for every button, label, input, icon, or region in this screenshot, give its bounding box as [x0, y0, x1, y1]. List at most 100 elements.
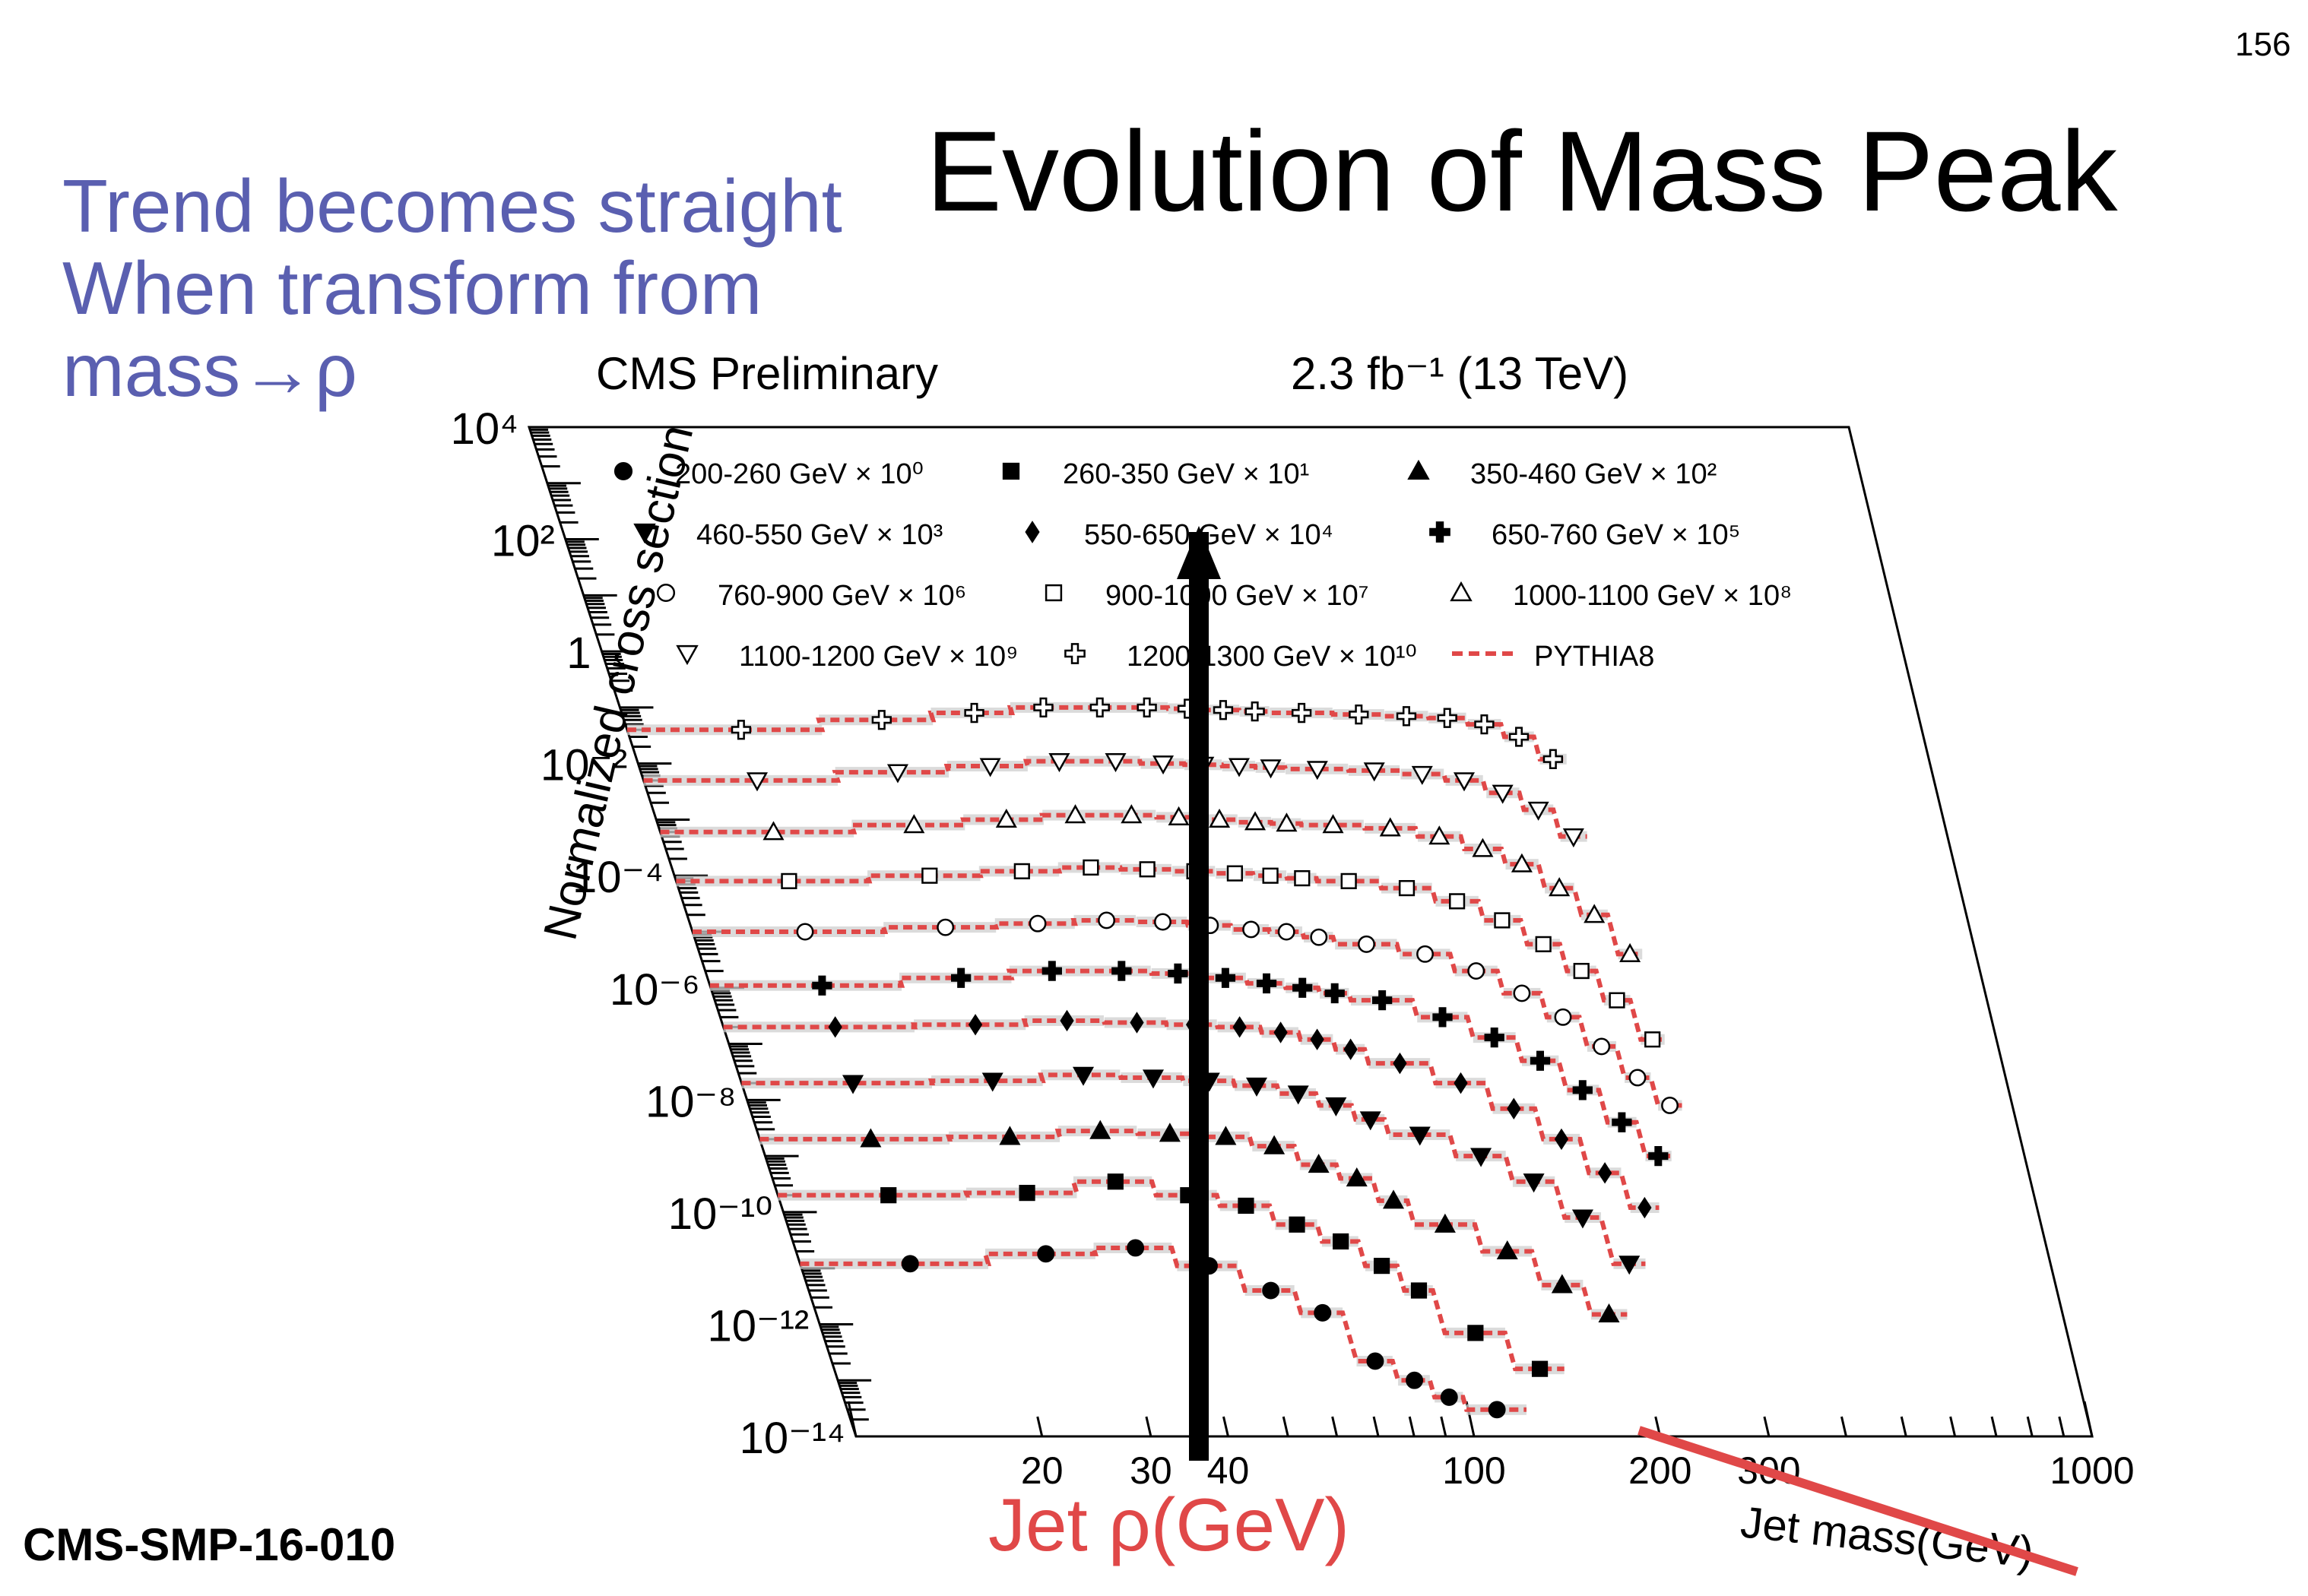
marker-triangle-up-open — [1428, 825, 1450, 845]
marker-triangle-up-open — [1244, 811, 1267, 831]
marker-circle-open — [1029, 914, 1047, 933]
marker-square-open — [1226, 865, 1243, 882]
marker-circle-open — [1098, 911, 1116, 929]
marker-circle-open — [1661, 1097, 1679, 1114]
marker-cross-open — [871, 710, 892, 730]
marker-square-open — [1294, 869, 1311, 887]
marker-cross-filled — [1168, 963, 1188, 984]
marker-triangle-up-filled — [999, 1126, 1021, 1145]
marker-cross-filled — [1041, 961, 1062, 981]
marker-triangle-down-filled — [1523, 1173, 1545, 1193]
marker-triangle-up-open — [995, 808, 1017, 828]
legend-label: PYTHIA8 — [1534, 641, 1654, 673]
marker-triangle-down-open — [1453, 772, 1476, 792]
marker-triangle-down-open — [979, 758, 1001, 777]
series-2 — [778, 1173, 1565, 1377]
x-major-tick — [2083, 1401, 2094, 1437]
marker-triangle-down-open — [1562, 828, 1584, 848]
marker-diamond-filled — [968, 1014, 983, 1036]
marker-square-open — [1262, 867, 1279, 884]
strike-through-line — [1637, 1426, 2078, 1576]
marker-circle-filled — [1488, 1401, 1506, 1419]
x-minor-tick — [2026, 1416, 2034, 1437]
marker-cross-filled — [1429, 521, 1450, 543]
x-minor-tick — [1372, 1416, 1380, 1437]
rho-axis-arrow-head — [1177, 526, 1221, 579]
uncertainty-band — [660, 826, 854, 838]
uncertainty-band — [693, 926, 886, 937]
marker-circle-filled — [1366, 1352, 1384, 1370]
x-minor-tick — [1440, 1416, 1447, 1437]
marker-cross-open — [1033, 697, 1054, 718]
marker-diamond-filled — [1060, 1009, 1074, 1032]
marker-triangle-down-filled — [1325, 1097, 1347, 1116]
marker-circle-filled — [1037, 1245, 1055, 1263]
marker-diamond-filled — [1507, 1097, 1521, 1119]
marker-square-filled — [1531, 1360, 1549, 1377]
marker-triangle-down-open — [1048, 753, 1070, 773]
legend-label: 1000-1100 GeV × 10⁸ — [1513, 580, 1792, 612]
y-tick-label: 10⁻⁶ — [610, 965, 700, 1015]
marker-triangle-up-open — [1322, 814, 1344, 834]
marker-square-filled — [1107, 1173, 1124, 1190]
marker-triangle-down-filled — [633, 523, 656, 544]
marker-cross-open — [1542, 749, 1564, 769]
marker-circle-open — [1416, 945, 1434, 963]
marker-diamond-filled — [828, 1016, 842, 1038]
x-minor-tick — [1763, 1416, 1771, 1437]
note-line-3: mass→ρ — [62, 328, 357, 412]
marker-cross-open — [1064, 643, 1086, 664]
marker-square-filled — [1019, 1185, 1035, 1202]
y-tick-label: 10⁻¹⁰ — [668, 1189, 773, 1239]
marker-cross-open — [1508, 727, 1530, 747]
marker-circle-open — [1242, 920, 1260, 939]
marker-triangle-up-open — [1121, 804, 1143, 824]
marker-cross-open — [731, 720, 752, 740]
marker-circle-filled — [1314, 1303, 1332, 1322]
y-tick-label: 1 — [566, 629, 591, 678]
marker-diamond-filled — [1393, 1052, 1407, 1075]
marker-triangle-down-open — [1306, 761, 1328, 781]
x-minor-tick — [1900, 1416, 1907, 1437]
marker-triangle-up-filled — [1215, 1126, 1237, 1145]
marker-triangle-down-open — [1363, 762, 1385, 782]
rho-axis-label: Jet ρ(GeV) — [988, 1483, 1349, 1566]
marker-triangle-up-open — [1549, 877, 1571, 897]
marker-triangle-up-filled — [1598, 1303, 1620, 1323]
marker-cross-filled — [1432, 1007, 1453, 1028]
marker-cross-filled — [1371, 990, 1393, 1011]
marker-circle-filled — [1406, 1371, 1424, 1389]
marker-cross-filled — [950, 967, 972, 988]
legend-label: 200-260 GeV × 10⁰ — [675, 458, 924, 490]
marker-triangle-up-filled — [1496, 1240, 1518, 1260]
marker-circle-open — [1513, 984, 1531, 1002]
marker-circle-filled — [1262, 1281, 1280, 1300]
marker-diamond-filled — [1597, 1162, 1612, 1184]
marker-triangle-up-open — [1379, 817, 1401, 837]
marker-square-open — [1139, 861, 1156, 878]
marker-triangle-up-open — [1168, 806, 1190, 825]
x-tick-label: 100 — [1442, 1449, 1505, 1492]
marker-triangle-up-open — [762, 821, 785, 841]
marker-triangle-down-filled — [1072, 1066, 1095, 1086]
series-3 — [759, 1119, 1628, 1323]
marker-circle-filled — [1440, 1388, 1458, 1406]
marker-triangle-down-filled — [1470, 1148, 1492, 1167]
marker-triangle-down-open — [1152, 755, 1175, 775]
y-tick-label: 10² — [491, 517, 555, 566]
marker-triangle-down-open — [1105, 753, 1127, 773]
marker-square-filled — [1238, 1197, 1254, 1214]
uncertainty-band — [709, 980, 902, 991]
marker-triangle-up-filled — [1263, 1135, 1286, 1154]
legend: 200-260 GeV × 10⁰ 260-350 GeV × 10¹ 350-46… — [613, 458, 1792, 673]
y-tick-label: 10⁻¹⁴ — [740, 1414, 845, 1463]
marker-square-open — [781, 872, 797, 889]
marker-circle-filled — [901, 1255, 919, 1273]
marker-triangle-up-filled — [860, 1128, 882, 1148]
x-minor-tick — [1840, 1416, 1847, 1437]
marker-cross-open — [1474, 714, 1495, 735]
marker-cross-open — [1437, 708, 1457, 728]
marker-square-open — [1494, 912, 1511, 929]
legend-label: 1100-1200 GeV × 10⁹ — [739, 641, 1018, 673]
